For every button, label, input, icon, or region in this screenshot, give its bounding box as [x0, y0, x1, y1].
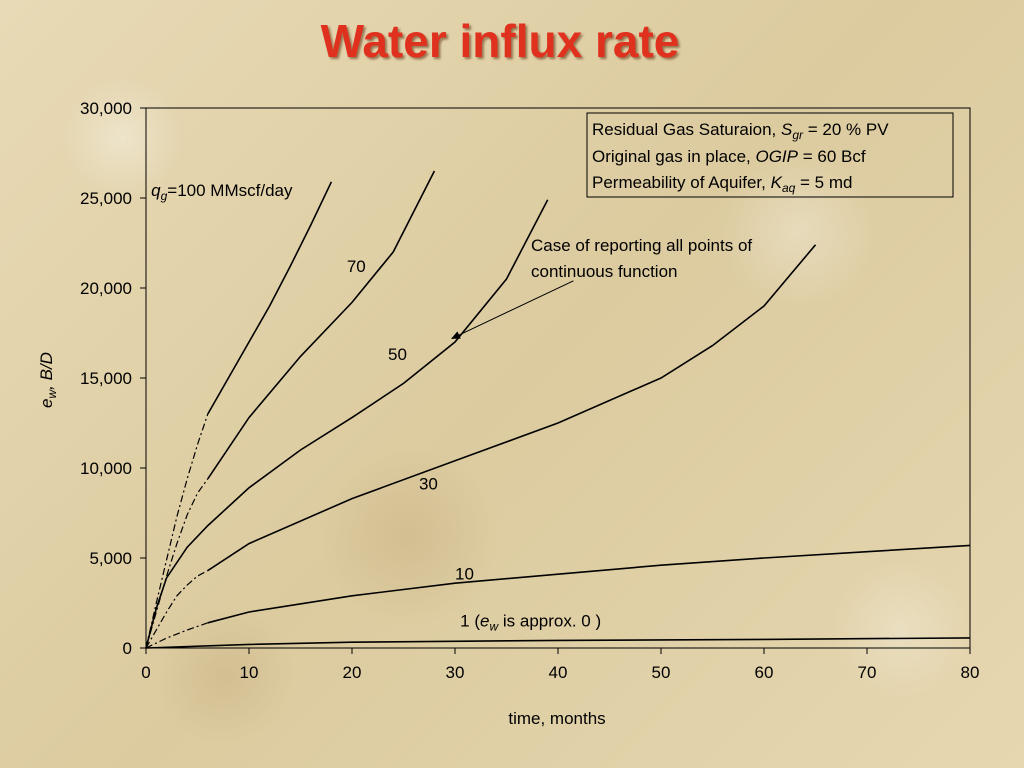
- y-tick-label: 15,000: [80, 369, 132, 388]
- x-tick-label: 50: [652, 663, 671, 682]
- y-axis-label: ew, B/D: [37, 352, 59, 408]
- series-50-line: [145, 199, 549, 649]
- series-10-label: 10: [455, 565, 474, 584]
- series-100-label: qg=100 MMscf/day: [151, 181, 293, 203]
- series-70-line: [207, 170, 436, 480]
- series-1-line: [145, 637, 971, 649]
- annotation-arrow: [451, 280, 574, 339]
- annotation-text-line1: Case of reporting all points of: [531, 236, 752, 255]
- series-30-label: 30: [419, 475, 438, 494]
- series-1-label: 1 (ew is approx. 0 ): [460, 611, 601, 633]
- x-tick-label: 0: [141, 663, 150, 682]
- annotation-text-line2: continuous function: [531, 262, 678, 281]
- x-axis-label: time, months: [508, 709, 605, 728]
- series-70-label: 70: [347, 257, 366, 276]
- parameter-box-frame: [586, 112, 954, 198]
- series-10-dashed-line: [145, 622, 208, 649]
- y-tick-label: 20,000: [80, 279, 132, 298]
- parameter-line-sgr: Residual Gas Saturaion, Sgr = 20 % PV: [592, 120, 889, 142]
- series-100-line: [207, 181, 333, 415]
- y-tick-label: 5,000: [89, 549, 132, 568]
- x-tick-label: 40: [549, 663, 568, 682]
- series-50-label: 50: [388, 345, 407, 364]
- y-tick-label: 10,000: [80, 459, 132, 478]
- annotation: Case of reporting all points of continuo…: [451, 236, 752, 339]
- series-10-line: [207, 544, 971, 624]
- x-tick-label: 70: [858, 663, 877, 682]
- x-tick-label: 80: [961, 663, 980, 682]
- x-tick-label: 20: [343, 663, 362, 682]
- parameter-box: Residual Gas Saturaion, Sgr = 20 % PV Or…: [586, 112, 954, 198]
- y-tick-label: 30,000: [80, 99, 132, 118]
- x-tick-label: 60: [755, 663, 774, 682]
- series-30-line: [207, 244, 817, 572]
- x-tick-label: 10: [240, 663, 259, 682]
- x-tick-label: 30: [446, 663, 465, 682]
- slide-title: Water influx rate: [320, 15, 680, 67]
- y-tick-label: 0: [123, 639, 132, 658]
- series-30-dashed-line: [145, 570, 209, 649]
- parameter-line-ogip: Original gas in place, OGIP = 60 Bcf: [592, 147, 866, 166]
- series-70-dashed-line: [145, 478, 209, 649]
- series-100-dashed-line: [145, 413, 209, 649]
- parameter-line-kaq: Permeability of Aquifer, Kaq = 5 md: [592, 173, 852, 195]
- y-tick-label: 25,000: [80, 189, 132, 208]
